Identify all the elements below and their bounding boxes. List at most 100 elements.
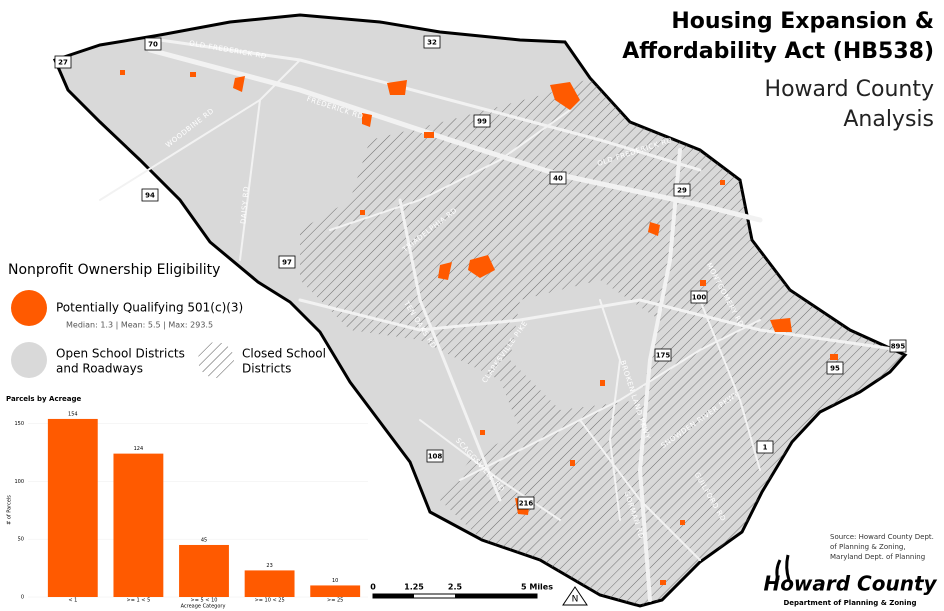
parcel <box>190 72 196 77</box>
shield-label: 27 <box>58 59 68 67</box>
parcel <box>770 318 792 332</box>
shield-box <box>473 114 491 128</box>
parcel <box>600 380 605 386</box>
logo: Howard County Department of Planning & Z… <box>763 554 938 607</box>
legend-label: Potentially Qualifying 501(c)(3) <box>56 301 243 315</box>
parcel <box>570 460 575 466</box>
x-axis-label: Acreage Category <box>181 604 226 610</box>
subtitle: Howard County Analysis <box>765 77 934 132</box>
shield-label: 108 <box>428 453 443 461</box>
x-tick-label: >= 1 < 5 <box>127 598 151 604</box>
legend-label: and Roadways <box>56 362 143 376</box>
shield-label: 216 <box>519 500 534 508</box>
x-tick-label: >= 25 <box>327 598 343 604</box>
y-axis-label: # of Parcels <box>7 495 13 525</box>
shield-box <box>141 188 159 202</box>
shield-box <box>423 35 441 49</box>
source-line: Source: Howard County Dept. <box>830 533 934 541</box>
logo-name: Howard County <box>763 572 937 596</box>
value-label: 45 <box>201 537 207 543</box>
y-tick-label: 100 <box>14 479 24 485</box>
parcel <box>648 222 660 236</box>
scale-segment <box>373 594 414 598</box>
logo-dept: Department of Planning & Zoning <box>783 599 916 607</box>
parcel <box>550 82 580 110</box>
shield-label: 70 <box>148 41 158 49</box>
shield-label: 175 <box>656 352 671 360</box>
legend-swatch <box>198 342 234 378</box>
source: Source: Howard County Dept. of Planning … <box>830 533 934 561</box>
title-line: Affordability Act (HB538) <box>622 39 934 64</box>
shield-label: 99 <box>477 118 487 126</box>
bar <box>244 570 295 597</box>
shield-box <box>278 255 296 269</box>
shield-box <box>756 440 774 454</box>
shield-box <box>517 496 535 510</box>
shield-box <box>889 339 907 353</box>
shield-label: 895 <box>891 343 906 351</box>
shield-box <box>673 183 691 197</box>
logo-mark <box>775 554 791 581</box>
x-tick-label: >= 10 < 25 <box>255 598 285 604</box>
shield-label: 94 <box>145 192 155 200</box>
legend-heading: Nonprofit Ownership Eligibility <box>8 262 220 278</box>
scale-label: 0 <box>370 583 376 592</box>
legend-label: Closed School <box>242 347 326 361</box>
legend-swatch <box>11 290 47 326</box>
x-tick-label: < 1 <box>68 598 77 604</box>
shield-label: 95 <box>830 365 840 373</box>
north-triangle <box>562 586 588 606</box>
parcel <box>468 255 495 278</box>
legend-label: Districts <box>242 362 291 376</box>
shield-box <box>54 55 72 69</box>
bar <box>179 544 229 597</box>
y-tick-label: 150 <box>14 421 24 427</box>
scale-label: 1.25 <box>404 583 424 592</box>
y-tick-label: 50 <box>18 537 24 543</box>
subtitle-line: Howard County <box>765 77 934 102</box>
subtitle-line: Analysis <box>843 107 934 132</box>
title-line: Housing Expansion & <box>671 9 934 34</box>
parcel <box>120 70 125 75</box>
north-label: N <box>572 595 579 605</box>
shield-label: 97 <box>282 259 292 267</box>
parcel <box>360 210 365 215</box>
shield-box <box>826 361 844 375</box>
legend-label: Open School Districts <box>56 347 185 361</box>
parcel <box>830 354 838 360</box>
parcel <box>660 580 666 585</box>
legend-swatch <box>11 342 47 378</box>
bar <box>47 418 98 597</box>
value-label: 154 <box>68 411 78 417</box>
bar-chart: Parcels by Acreage # of Parcels Acreage … <box>6 395 368 610</box>
bar <box>310 585 361 597</box>
parcel <box>438 262 452 280</box>
value-label: 124 <box>134 446 144 452</box>
shield-box <box>426 449 444 463</box>
parcel <box>233 76 245 92</box>
source-line: of Planning & Zoning, <box>830 543 906 551</box>
legend: Nonprofit Ownership Eligibility Potentia… <box>8 262 326 378</box>
value-label: 10 <box>332 578 338 584</box>
north-arrow: N <box>562 586 588 606</box>
source-line: Maryland Dept. of Planning <box>830 553 925 561</box>
parcel <box>480 430 485 435</box>
roads <box>99 38 902 602</box>
road-label: DAISY RD <box>239 186 250 225</box>
shield-box <box>690 290 708 304</box>
parcel <box>680 520 685 525</box>
parcel <box>700 280 706 286</box>
x-tick-label: >= 5 < 10 <box>191 598 218 604</box>
value-label: 23 <box>266 563 272 569</box>
scale-label: 5 Miles <box>521 583 553 592</box>
y-tick-label: 0 <box>21 595 24 601</box>
title: Housing Expansion & Affordability Act (H… <box>622 9 934 64</box>
shield-box <box>549 171 567 185</box>
shield-label: 40 <box>553 175 563 183</box>
scale-segment <box>455 594 537 598</box>
scale-bar: 0 1.25 2.5 5 Miles <box>370 583 553 599</box>
parcel <box>387 80 407 95</box>
shield-label: 29 <box>677 187 687 195</box>
shield-label: 1 <box>763 444 768 452</box>
